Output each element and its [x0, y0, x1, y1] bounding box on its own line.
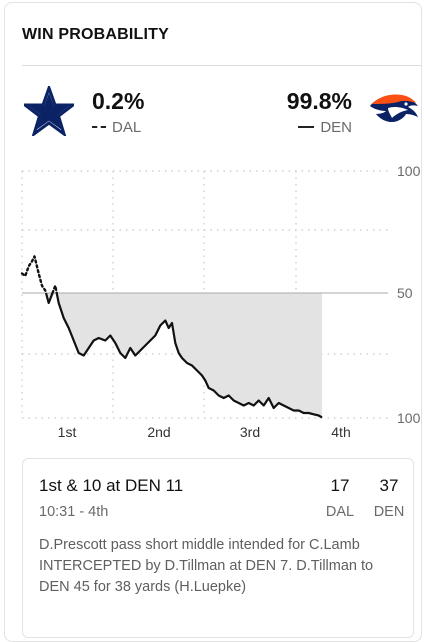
- dotted-line-legend: [92, 126, 106, 129]
- home-legend: DEN: [298, 119, 352, 136]
- den-series-line: [55, 292, 323, 419]
- header-divider: [22, 65, 422, 66]
- x-axis-labels: 1st 2nd 3rd 4th: [58, 424, 351, 440]
- game-clock: 10:31 - 4th: [39, 504, 109, 520]
- dal-series-line: [51, 284, 58, 295]
- home-score: 37: [379, 476, 399, 495]
- away-score: 17: [330, 476, 350, 495]
- x-tick-label: 1st: [58, 424, 77, 440]
- x-tick-label: 2nd: [147, 424, 170, 440]
- y-tick-label: 100: [397, 410, 421, 426]
- chart-area-fill: [22, 293, 322, 418]
- home-score-label: DEN: [373, 504, 405, 520]
- y-tick-label: 50: [397, 285, 413, 301]
- home-abbr: DEN: [320, 119, 352, 136]
- down-distance: 1st & 10 at DEN 11: [39, 476, 184, 495]
- away-abbr: DAL: [112, 119, 142, 136]
- y-axis-labels: 100 50 100: [397, 163, 421, 426]
- chart-series-lines: [20, 255, 323, 419]
- away-legend: DAL: [92, 119, 141, 136]
- play-description: D.Prescott pass short middle intended fo…: [39, 537, 374, 595]
- card-title: WIN PROBABILITY: [22, 26, 169, 43]
- win-probability-chart: 100 50 100 1st 2nd 3rd 4th: [20, 163, 421, 440]
- away-win-pct: 0.2%: [92, 88, 145, 114]
- home-win-pct: 99.8%: [286, 88, 352, 114]
- last-play-card[interactable]: 1st & 10 at DEN 11 10:31 - 4th 17 37 DAL…: [22, 458, 414, 638]
- away-score-label: DAL: [325, 504, 355, 520]
- dal-series-line: [20, 255, 48, 295]
- x-tick-label: 4th: [331, 424, 350, 440]
- den-series-line: [44, 292, 54, 305]
- y-tick-label: 100: [397, 163, 421, 179]
- cowboys-star-icon: [24, 86, 74, 136]
- x-tick-label: 3rd: [240, 424, 260, 440]
- broncos-horse-icon: [370, 94, 418, 122]
- solid-line-legend: [298, 126, 315, 129]
